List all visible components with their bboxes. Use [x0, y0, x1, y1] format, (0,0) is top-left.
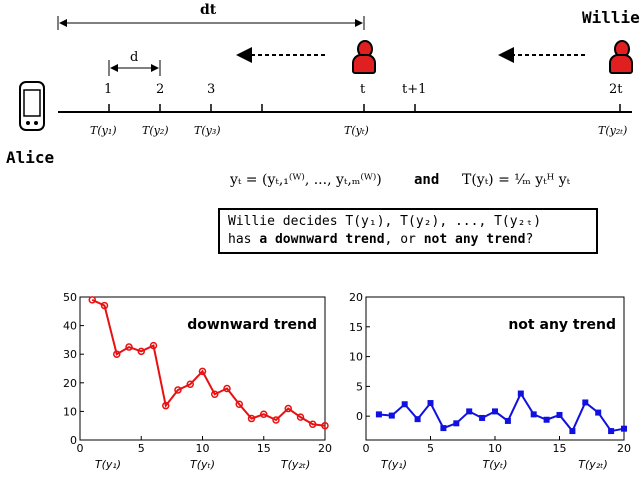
question-box: Willie decides T(y₁), T(y₂), ..., T(y₂ₜ)… — [218, 208, 598, 254]
data-point — [466, 408, 473, 415]
x-category-label: T(y₁) — [381, 458, 407, 471]
chart-no-trend: 0 5 10 15 20 0 5 10 15 20 not any trend T(y₁) T(yₜ) T… — [349, 291, 631, 471]
below-label-t: T(yₜ) — [344, 124, 369, 137]
data-point — [186, 380, 194, 388]
data-point — [414, 416, 421, 423]
data-point — [504, 417, 511, 424]
data-point — [569, 428, 576, 435]
data-point — [272, 416, 280, 424]
data-point — [621, 425, 627, 432]
willie-person-icon-near — [352, 40, 376, 74]
data-point — [453, 420, 460, 427]
tick-2: 2 — [156, 82, 165, 97]
question-line-1: Willie decides T(y₁), T(y₂), ..., T(y₂ₜ) — [228, 214, 542, 229]
data-point — [100, 301, 109, 310]
data-point — [198, 367, 207, 376]
y-tick-label: 20 — [349, 291, 363, 304]
tick-3: 3 — [207, 82, 216, 97]
data-point — [309, 420, 317, 429]
data-point — [149, 341, 158, 350]
data-point — [88, 296, 96, 304]
timeline-svg — [19, 16, 632, 131]
data-point — [284, 404, 292, 413]
y-tick-label: 10 — [63, 405, 77, 418]
x-category-label: T(y₂ₜ) — [281, 458, 310, 471]
x-tick-label: 15 — [257, 442, 271, 455]
willie-person-icon-far — [609, 40, 633, 74]
data-point — [582, 399, 589, 406]
willie-label: Willie — [582, 8, 640, 27]
below-label-1: T(y₁) — [90, 124, 117, 137]
x-tick-label: 10 — [196, 442, 210, 455]
tick-1: 1 — [104, 82, 113, 97]
data-point — [247, 414, 256, 423]
tick-t-plus-1: t+1 — [402, 82, 427, 97]
data-point — [556, 411, 563, 418]
data-point — [375, 411, 382, 418]
data-point — [440, 425, 447, 432]
y-tick-label: 0 — [356, 410, 363, 423]
data-point — [543, 416, 550, 423]
y-tick-label: 40 — [63, 320, 77, 333]
x-tick-label: 0 — [77, 442, 84, 455]
below-label-2t: T(y₂ₜ) — [598, 124, 628, 137]
y-tick-label: 5 — [356, 380, 363, 393]
question-line-2: has a downward trend, or not any trend? — [228, 232, 534, 247]
x-tick-label: 5 — [138, 442, 145, 455]
x-tick-label: 5 — [427, 442, 434, 455]
plot-frame — [365, 296, 625, 441]
data-point — [595, 409, 602, 416]
data-point — [388, 412, 395, 419]
data-point — [223, 384, 231, 393]
data-point — [608, 428, 615, 435]
data-point — [174, 386, 182, 394]
formula-and: and — [414, 172, 440, 188]
data-point — [125, 343, 133, 351]
tick-2t: 2t — [609, 82, 623, 97]
data-point — [479, 414, 486, 421]
alice-label: Alice — [6, 148, 55, 167]
x-tick-label: 10 — [488, 442, 502, 455]
data-point — [162, 401, 170, 410]
data-point — [235, 400, 243, 408]
chart-downward: 0 10 20 30 40 50 0 5 10 15 20 downward trend T(y₁) T(… — [63, 291, 332, 471]
x-tick-label: 20 — [318, 442, 332, 455]
x-tick-label: 0 — [363, 442, 370, 455]
chart-title: downward trend — [187, 317, 317, 333]
below-label-3: T(y₃) — [194, 124, 221, 137]
data-point — [137, 347, 145, 356]
y-tick-label: 15 — [349, 321, 363, 334]
data-point — [260, 410, 268, 419]
formula-lhs: yₜ = (yₜ,₁⁽ᵂ⁾, ..., yₜ,ₘ⁽ᵂ⁾) — [230, 172, 382, 188]
tick-t: t — [360, 82, 366, 97]
y-tick-label: 10 — [349, 351, 363, 364]
below-label-2: T(y₂) — [142, 124, 169, 137]
data-point — [517, 390, 524, 397]
chart-title: not any trend — [508, 317, 616, 333]
x-category-label: T(yₜ) — [190, 458, 215, 471]
dt-label: dt — [200, 2, 217, 18]
y-tick-label: 30 — [63, 348, 77, 361]
x-category-label: T(yₜ) — [482, 458, 507, 471]
x-tick-label: 15 — [553, 442, 567, 455]
data-point — [321, 421, 329, 430]
y-tick-label: 50 — [63, 291, 77, 304]
data-point — [427, 400, 434, 407]
x-category-label: T(y₁) — [95, 458, 121, 471]
y-tick-label: 0 — [70, 434, 77, 447]
x-tick-label: 20 — [617, 442, 631, 455]
data-point — [492, 408, 498, 415]
data-point — [530, 411, 537, 418]
formula-rhs: T(yₜ) = ¹⁄ₘ yₜᴴ yₜ — [462, 172, 571, 188]
data-point — [211, 390, 219, 398]
phone-icon — [19, 81, 45, 131]
y-tick-label: 20 — [63, 377, 77, 390]
data-point — [113, 350, 121, 358]
x-category-label: T(y₂ₜ) — [578, 458, 607, 471]
data-point — [401, 401, 408, 408]
data-point — [296, 413, 305, 421]
d-label: d — [130, 50, 139, 65]
